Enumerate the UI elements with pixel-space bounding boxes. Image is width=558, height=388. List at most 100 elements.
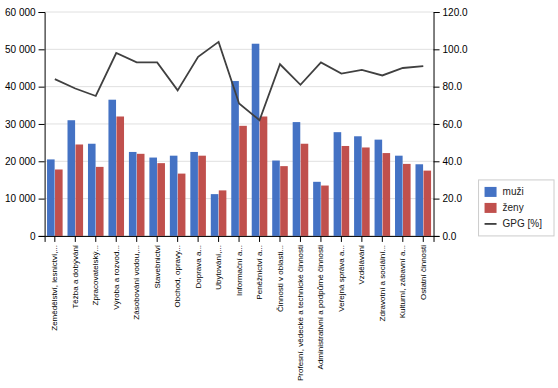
tick-mark (320, 236, 321, 242)
y-tick: 10 000 (5, 193, 45, 204)
x-tick: Zpracovatelský... (91, 236, 100, 305)
tick-mark (434, 161, 440, 162)
y-tick: 20 000 (5, 156, 45, 167)
tick-label: Veřejná správa a... (337, 245, 346, 312)
x-tick: Ostatní činnosti (419, 236, 428, 300)
tick-label: 40.0 (443, 156, 463, 167)
bar (47, 159, 55, 236)
bar (75, 144, 83, 235)
bar (88, 144, 96, 236)
bar (190, 152, 198, 236)
tick-mark (39, 236, 45, 237)
tick-mark (116, 236, 117, 242)
legend-swatch (485, 203, 497, 213)
y2-tick: 0.0 (434, 231, 457, 242)
bar-series (47, 44, 423, 236)
tick-mark (39, 124, 45, 125)
tick-mark (434, 49, 440, 50)
tick-mark (39, 161, 45, 162)
tick-label: 20.0 (443, 193, 463, 204)
legend: muži ženy GPG [%] (479, 180, 554, 236)
tick-mark (434, 12, 440, 13)
axis-line (434, 13, 440, 237)
bar (272, 161, 280, 236)
legend-item: GPG [%] (485, 218, 543, 229)
tick-label: Zdravotní a sociální... (378, 245, 387, 321)
x-tick: Zdravotní a sociální... (378, 236, 387, 321)
x-tick: Činnosti v oblasti... (276, 236, 285, 312)
y-tick: 50 000 (5, 44, 45, 55)
legend-item: muži (485, 186, 524, 197)
tick-mark (177, 236, 178, 242)
x-tick: Těžba a dobývání (71, 236, 80, 309)
tick-label: Peněžnictví a... (255, 245, 264, 300)
x-tick: Veřejná správa a... (337, 236, 346, 312)
x-tick: Peněžnictví a... (255, 236, 264, 300)
chart-svg: Zemědělství, lesnictví,...Těžba a dobývá… (0, 0, 558, 388)
bar (55, 169, 63, 235)
bar (170, 156, 178, 236)
bar (280, 166, 288, 236)
x-tick: Ubytování,... (214, 236, 223, 290)
x-axis: Zemědělství, lesnictví,...Těžba a dobývá… (45, 236, 434, 381)
x-tick: Informační a... (235, 236, 244, 296)
tick-label: 60.0 (443, 119, 463, 130)
tick-mark (39, 199, 45, 200)
tick-label: 60 000 (5, 7, 36, 18)
y-tick: 30 000 (5, 119, 45, 130)
y-tick: 40 000 (5, 81, 45, 92)
bar (415, 164, 423, 236)
tick-label: 20 000 (5, 156, 36, 167)
bar (334, 132, 342, 236)
tick-mark (39, 49, 45, 50)
tick-label: Profesní, vědecké a technické činnosti (296, 245, 305, 381)
tick-mark (434, 236, 440, 237)
y2-tick: 20.0 (434, 193, 463, 204)
bar-series (55, 116, 431, 235)
tick-mark (361, 236, 362, 242)
y-tick: 60 000 (5, 7, 45, 18)
bar (383, 153, 391, 236)
tick-label: 80.0 (443, 81, 463, 92)
grid-line (45, 123, 434, 124)
tick-mark (300, 236, 301, 242)
x-tick: Profesní, vědecké a technické činnosti (296, 236, 305, 381)
tick-label: Administrativní a podpůrné činnosti (316, 245, 325, 370)
tick-label: Kulturní, zábavní a... (398, 245, 407, 318)
grid-line (45, 12, 434, 13)
y2-tick: 60.0 (434, 119, 463, 130)
tick-label: Ostatní činnosti (419, 245, 428, 300)
x-tick: Obchod, opravy... (173, 236, 182, 308)
tick-label: Výroba a rozvod... (112, 245, 121, 310)
tick-mark (136, 236, 137, 242)
tick-label: 10 000 (5, 193, 36, 204)
bar (342, 146, 350, 236)
bar (116, 116, 124, 235)
axis-line (45, 236, 434, 242)
bar (178, 174, 186, 236)
bar (321, 186, 329, 236)
tick-label: 50 000 (5, 44, 36, 55)
y-axis: 0 10 000 20 000 30 000 40 000 50 000 60 000 (5, 7, 45, 242)
tick-label: 30 000 (5, 119, 36, 130)
tick-mark (434, 87, 440, 88)
tick-label: Stavebnictví (153, 244, 162, 288)
y-tick: 0 (30, 231, 45, 242)
grid-line (45, 49, 434, 50)
tick-mark (279, 236, 280, 242)
x-tick: Stavebnictví (153, 236, 162, 289)
bar (129, 152, 137, 236)
x-tick: Kulturní, zábavní a... (398, 236, 407, 318)
bar (239, 126, 247, 236)
bar (395, 156, 403, 236)
bar (137, 154, 145, 236)
legend-swatch (485, 187, 497, 197)
bar (252, 44, 260, 236)
tick-label: 120.0 (443, 7, 468, 18)
bar (293, 122, 301, 236)
grid-line (45, 86, 434, 87)
x-tick: Administrativní a podpůrné činnosti (316, 236, 325, 370)
tick-mark (39, 87, 45, 88)
y2-tick: 100.0 (434, 44, 468, 55)
legend-label: ženy (503, 202, 524, 213)
